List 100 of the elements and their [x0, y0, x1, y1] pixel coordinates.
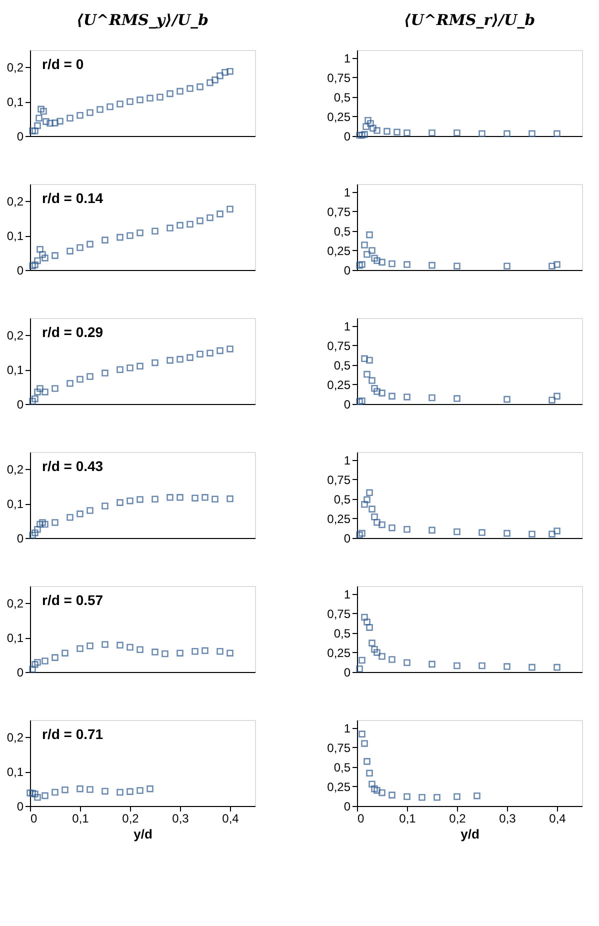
- point: [136, 787, 144, 794]
- point: [434, 794, 440, 801]
- point: [52, 385, 58, 392]
- annotation: r/d = 0.57: [42, 592, 104, 608]
- point: [32, 529, 38, 536]
- point: [404, 526, 410, 533]
- point: [66, 114, 74, 122]
- y-tick-label: 0,2: [6, 730, 24, 745]
- point: [384, 128, 390, 135]
- point: [52, 654, 58, 661]
- y-tick-label: 0,1: [6, 363, 24, 378]
- point: [34, 658, 41, 666]
- point: [86, 507, 94, 514]
- y-tick-label: 0,25: [327, 244, 351, 258]
- y-tick-label: 0,5: [334, 224, 351, 238]
- point: [364, 496, 370, 504]
- point: [366, 231, 373, 238]
- y-tick-label: 0,1: [6, 765, 24, 780]
- point: [196, 217, 204, 224]
- point: [361, 614, 368, 621]
- y-tick-label: 1: [344, 453, 351, 468]
- point: [554, 261, 560, 268]
- point: [374, 649, 380, 656]
- point: [367, 120, 374, 127]
- point: [152, 496, 158, 503]
- y-tick-label: 0,25: [327, 110, 351, 124]
- point: [554, 392, 560, 400]
- x-tick-label: 0,4: [222, 812, 240, 826]
- point: [454, 528, 460, 536]
- point: [76, 510, 84, 518]
- point: [428, 262, 436, 269]
- x-axis-title: y/d: [460, 826, 480, 842]
- point: [548, 530, 556, 538]
- point: [136, 229, 144, 236]
- point: [371, 646, 378, 653]
- point: [86, 373, 94, 380]
- x-tick-label: 0,4: [549, 812, 566, 826]
- point: [358, 397, 366, 404]
- y-tick-label: 0,25: [327, 512, 351, 526]
- point: [126, 98, 134, 105]
- point: [36, 385, 44, 392]
- point: [66, 514, 74, 521]
- point: [368, 247, 376, 254]
- point: [454, 395, 460, 402]
- point: [42, 792, 48, 800]
- point: [454, 662, 460, 670]
- point: [374, 786, 380, 794]
- point: [39, 251, 46, 258]
- point: [29, 532, 36, 539]
- point: [428, 660, 436, 668]
- point: [152, 648, 158, 656]
- point: [216, 210, 224, 218]
- point: [32, 661, 38, 668]
- point: [394, 128, 400, 136]
- point: [62, 786, 68, 794]
- point: [186, 85, 194, 92]
- point: [378, 521, 386, 528]
- point: [504, 396, 510, 403]
- x-tick-label: 0,1: [72, 812, 90, 826]
- point: [554, 528, 560, 534]
- point: [52, 519, 58, 526]
- point: [86, 642, 94, 650]
- point: [388, 392, 396, 400]
- y-tick-label: 1: [344, 51, 351, 66]
- point: [38, 106, 44, 113]
- point: [102, 370, 108, 376]
- y-tick-label: 0,75: [327, 472, 351, 487]
- y-tick-label: 1: [344, 185, 351, 200]
- point: [102, 641, 108, 648]
- point: [34, 794, 41, 801]
- point: [206, 79, 214, 86]
- point: [34, 388, 41, 396]
- y-tick-label: 0,75: [327, 740, 351, 755]
- point: [176, 88, 184, 95]
- point: [364, 618, 370, 626]
- point: [361, 740, 368, 747]
- point: [478, 130, 486, 138]
- x-tick-label: 0: [358, 812, 364, 826]
- point: [212, 496, 218, 503]
- y-tick-label: 0,2: [6, 60, 24, 75]
- y-tick-label: 0: [16, 800, 24, 814]
- point: [216, 648, 224, 655]
- y-tick-label: 0: [344, 532, 351, 546]
- point: [116, 234, 124, 241]
- point: [136, 362, 144, 370]
- point: [364, 758, 370, 765]
- point: [66, 248, 74, 254]
- point: [374, 518, 380, 526]
- point: [52, 252, 58, 259]
- point: [358, 261, 366, 268]
- point: [364, 370, 370, 378]
- point: [528, 664, 536, 671]
- point: [206, 214, 214, 222]
- point: [368, 377, 376, 384]
- point: [39, 519, 46, 526]
- point: [356, 398, 363, 406]
- point: [358, 730, 366, 738]
- point: [361, 355, 368, 362]
- point: [126, 497, 134, 504]
- annotation: r/d = 0: [42, 56, 84, 72]
